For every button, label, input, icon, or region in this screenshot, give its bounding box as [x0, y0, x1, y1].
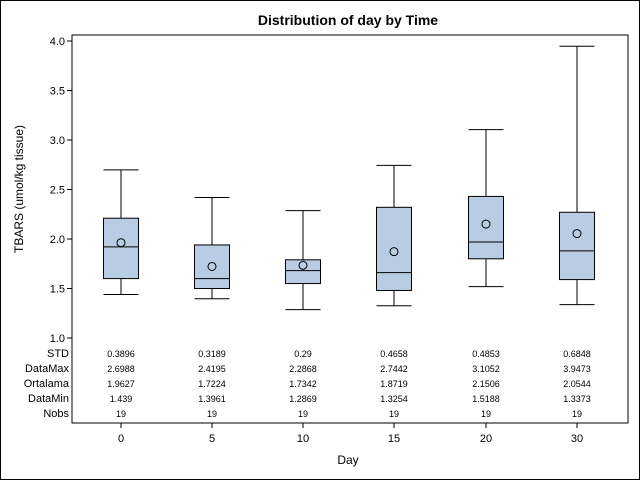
stat-row-label: Nobs: [43, 408, 69, 420]
stat-value: 0.4658: [380, 349, 408, 359]
stat-value: 1.2869: [289, 394, 317, 404]
mean-marker: [298, 260, 308, 270]
mean-marker: [389, 247, 399, 257]
iqr-box: [194, 244, 230, 290]
stat-value: 0.6848: [563, 349, 591, 359]
stat-value: 19: [116, 409, 126, 419]
box-0: [103, 169, 139, 296]
x-tick-label: 20: [480, 433, 492, 445]
stat-value: 1.8719: [380, 379, 408, 389]
stat-value: 2.4195: [198, 364, 226, 374]
box-30: [559, 45, 595, 306]
y-tick-label: 2.0: [50, 234, 65, 246]
stat-value: 1.5188: [472, 394, 500, 404]
x-axis-label: Day: [337, 453, 358, 467]
stat-value: 19: [389, 409, 399, 419]
box-15: [376, 164, 412, 307]
stat-value: 1.7342: [289, 379, 317, 389]
stat-value: 0.29: [294, 349, 312, 359]
stat-value: 19: [572, 409, 582, 419]
mean-marker: [572, 229, 582, 239]
plot-area: [71, 34, 629, 424]
mean-marker: [481, 219, 491, 229]
iqr-box: [559, 211, 595, 281]
mean-marker: [116, 238, 126, 248]
y-axis-label: TBARS (umol/kg tissue): [12, 125, 26, 253]
stat-value: 1.439: [110, 394, 133, 404]
stat-value: 2.2868: [289, 364, 317, 374]
box-5: [194, 196, 230, 300]
mean-marker: [207, 261, 217, 271]
x-tick-label: 5: [209, 433, 215, 445]
stats-table: STD 0.3896 0.3189 0.29 0.4658 0.4853 0.6848 Dat…: [24, 348, 591, 420]
stat-value: 2.0544: [563, 379, 591, 389]
y-tick-label: 2.5: [50, 185, 65, 197]
stat-value: 0.3896: [107, 349, 135, 359]
box-10: [285, 210, 321, 311]
stat-value: 0.3189: [198, 349, 226, 359]
y-axis: 1.0 1.5 2.0 2.5 3.0 3.5 4.0: [50, 36, 72, 345]
y-tick-label: 1.5: [50, 284, 65, 296]
stat-value: 1.7224: [198, 379, 226, 389]
stat-value: 19: [481, 409, 491, 419]
stat-value: 19: [207, 409, 217, 419]
stat-value: 2.6988: [107, 364, 135, 374]
x-tick-label: 0: [118, 433, 124, 445]
stat-value: 3.1052: [472, 364, 500, 374]
y-tick-label: 4.0: [50, 36, 65, 48]
x-tick-label: 15: [388, 433, 400, 445]
stat-value: 3.9473: [563, 364, 591, 374]
stat-value: 1.9627: [107, 379, 135, 389]
stat-value: 1.3961: [198, 394, 226, 404]
stat-row-label: STD: [47, 348, 69, 360]
chart-title: Distribution of day by Time: [258, 12, 438, 28]
iqr-box: [285, 259, 321, 285]
y-tick-label: 3.0: [50, 135, 65, 147]
stat-value: 19: [298, 409, 308, 419]
x-tick-label: 30: [571, 433, 583, 445]
stat-value: 2.1506: [472, 379, 500, 389]
y-tick-label: 1.0: [50, 333, 65, 345]
stat-row-label: DataMax: [25, 363, 70, 375]
box-20: [468, 129, 504, 288]
boxes: [103, 45, 595, 311]
stat-value: 1.3373: [563, 394, 591, 404]
stat-value: 2.7442: [380, 364, 408, 374]
x-axis: 0 5 10 15 20 30: [118, 423, 583, 445]
stat-value: 0.4853: [472, 349, 500, 359]
stat-value: 1.3254: [380, 394, 408, 404]
iqr-box: [376, 206, 412, 291]
y-tick-label: 3.5: [50, 86, 65, 98]
stat-row-label: DataMin: [28, 393, 69, 405]
x-tick-label: 10: [297, 433, 309, 445]
iqr-box: [103, 217, 139, 280]
stat-row-label: Ortalama: [24, 378, 70, 390]
